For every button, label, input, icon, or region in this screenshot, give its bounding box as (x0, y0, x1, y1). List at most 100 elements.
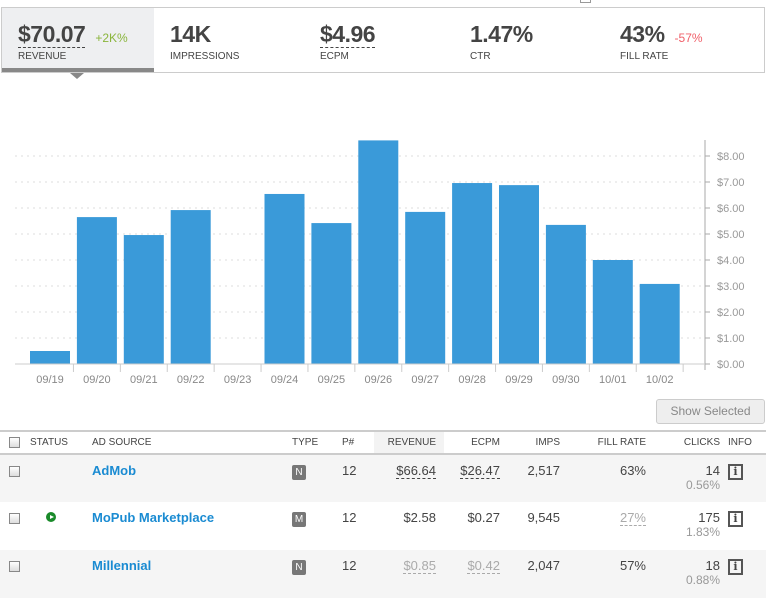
col-type[interactable]: TYPE (292, 430, 342, 455)
ctr: 1.83% (685, 525, 720, 539)
ad-source-link[interactable]: AdMob (92, 463, 137, 478)
ecpm: $0.27 (467, 510, 500, 525)
stat-ctr[interactable]: 1.47% CTR (454, 8, 604, 72)
type-badge: M (292, 512, 306, 527)
x-tick-label: 09/29 (505, 374, 533, 386)
ad-source-link[interactable]: MoPub Marketplace (92, 510, 215, 525)
show-selected-button[interactable]: Show Selected (656, 399, 765, 424)
bar (592, 260, 633, 364)
table-row: AdMob N 12 $66.64 $26.47 2,517 63% 14 0.5… (0, 454, 766, 502)
stat-value: 14K (170, 21, 211, 47)
stat-label: CTR (470, 51, 491, 62)
select-all-checkbox[interactable] (9, 437, 20, 448)
col-ad-source[interactable]: AD SOURCE (92, 430, 292, 455)
clicks: 18 (705, 558, 720, 573)
x-tick-label: 09/26 (365, 374, 393, 386)
col-clicks[interactable]: CLICKS (654, 430, 728, 455)
table-row: Millennial N 12 $0.85 $0.42 2,047 57% 18… (0, 550, 766, 598)
bar (123, 235, 164, 364)
row-checkbox[interactable] (9, 513, 20, 524)
ctr: 0.88% (685, 573, 720, 587)
x-tick-label: 10/02 (646, 374, 674, 386)
bar (405, 211, 446, 364)
revenue: $66.64 (396, 463, 436, 479)
fill-rate: 57% (619, 558, 646, 573)
stat-ecpm[interactable]: $4.96 ECPM (304, 8, 454, 72)
revenue-bar-chart: $0.00 $1.00 $2.00 $3.00 $4.00 $5.00 $6.00 $7.00… (15, 140, 745, 386)
y-tick-label: $8.00 (717, 151, 745, 163)
bar (264, 193, 305, 364)
info-icon[interactable]: i (728, 511, 743, 527)
y-tick-label: $6.00 (717, 203, 745, 215)
table-row: MoPub Marketplace M 12 $2.58 $0.27 9,545… (0, 502, 766, 550)
bar (30, 351, 70, 364)
y-tick-label: $7.00 (717, 177, 745, 189)
x-tick-label: 09/23 (224, 374, 252, 386)
x-tick-label: 09/28 (458, 374, 486, 386)
clicks: 175 (698, 510, 720, 525)
x-tick-label: 09/30 (552, 374, 580, 386)
imps: 2,517 (527, 463, 560, 478)
fill-rate: 27% (619, 510, 646, 526)
stat-value: 1.47% (470, 21, 533, 47)
col-imps[interactable]: IMPS (508, 430, 568, 455)
priority: 12 (342, 510, 357, 525)
ecpm: $0.42 (467, 558, 500, 574)
bar (358, 140, 399, 364)
col-info: INFO (728, 430, 766, 455)
col-ecpm[interactable]: ECPM (444, 430, 508, 455)
stat-label: FILL RATE (620, 51, 669, 62)
x-tick-label: 10/01 (599, 374, 627, 386)
ad-source-link[interactable]: Millennial (92, 558, 152, 573)
y-tick-label: $5.00 (717, 229, 745, 241)
checkbox[interactable] (580, 0, 591, 3)
ad-sources-table: STATUS AD SOURCE TYPE P# REVENUE ECPM IM… (0, 430, 766, 598)
play-status-icon (46, 512, 56, 522)
stat-fill-rate[interactable]: 43% -57% FILL RATE (604, 8, 754, 72)
x-tick-label: 09/20 (83, 374, 111, 386)
bar (311, 223, 352, 364)
bar (499, 185, 539, 364)
info-icon[interactable]: i (728, 464, 743, 480)
bar (76, 217, 117, 364)
imps: 2,047 (527, 558, 560, 573)
info-icon[interactable]: i (728, 559, 743, 575)
bar (452, 183, 493, 364)
x-tick-label: 09/24 (271, 374, 299, 386)
clicks: 14 (705, 463, 720, 478)
imps: 9,545 (527, 510, 560, 525)
x-tick-label: 09/25 (318, 374, 346, 386)
priority: 12 (342, 558, 357, 573)
stat-revenue[interactable]: $70.07 +2K% REVENUE (2, 8, 154, 79)
x-tick-label: 09/22 (177, 374, 205, 386)
row-checkbox[interactable] (9, 466, 20, 477)
y-tick-label: $1.00 (717, 333, 745, 345)
stat-label: REVENUE (18, 51, 67, 62)
y-tick-label: $0.00 (717, 359, 745, 371)
stat-change: +2K% (95, 31, 128, 45)
stat-value: $70.07 (18, 21, 86, 48)
bar (170, 210, 211, 364)
col-revenue[interactable]: REVENUE (374, 430, 444, 455)
y-tick-label: $2.00 (717, 307, 745, 319)
ctr: 0.56% (685, 478, 720, 492)
stat-label: IMPRESSIONS (170, 51, 240, 62)
col-priority[interactable]: P# (342, 430, 374, 455)
priority: 12 (342, 463, 357, 478)
type-badge: N (292, 465, 306, 480)
col-status[interactable]: STATUS (30, 430, 92, 455)
revenue: $0.85 (403, 558, 436, 574)
x-tick-label: 09/19 (36, 374, 64, 386)
x-tick-label: 09/27 (411, 374, 439, 386)
col-fill-rate[interactable]: FILL RATE (568, 430, 654, 455)
fill-rate: 63% (619, 463, 646, 478)
bar (545, 224, 586, 364)
type-badge: N (292, 560, 306, 575)
bar (639, 283, 680, 364)
row-checkbox[interactable] (9, 561, 20, 572)
ecpm: $26.47 (460, 463, 500, 479)
stat-impressions[interactable]: 14K IMPRESSIONS (154, 8, 304, 72)
x-tick-label: 09/21 (130, 374, 158, 386)
stat-label: ECPM (320, 51, 349, 62)
y-tick-label: $4.00 (717, 255, 745, 267)
